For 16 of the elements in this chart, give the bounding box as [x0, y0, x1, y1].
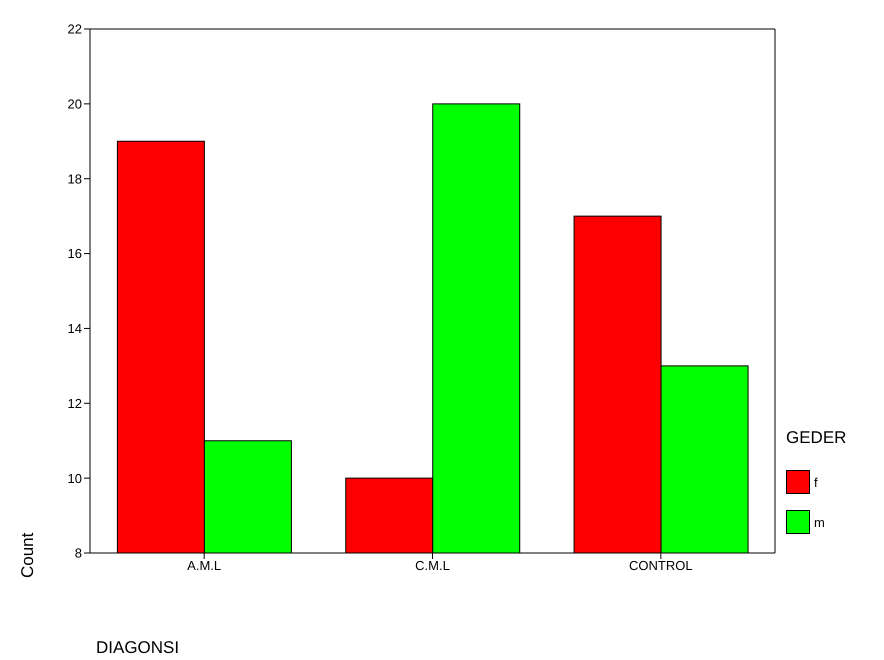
x-axis-title: DIAGONSI — [96, 638, 180, 658]
y-tick-label: 20 — [68, 96, 82, 112]
legend-label: f — [814, 474, 818, 490]
y-tick-label: 12 — [68, 396, 82, 411]
y-tick-label: 14 — [68, 321, 82, 336]
y-tick-label: 18 — [68, 171, 82, 186]
y-tick-label: 10 — [68, 470, 82, 486]
legend-label: m — [814, 514, 825, 530]
x-tick-label: C.M.L — [415, 558, 450, 574]
legend-title: GEDER — [786, 428, 848, 448]
y-tick-label: 8 — [74, 546, 82, 561]
x-tick-label: CONTROL — [629, 558, 693, 574]
y-tick-label: 16 — [68, 246, 82, 262]
y-axis-title: Count — [18, 532, 38, 578]
x-tick-label: A.M.L — [187, 558, 222, 574]
y-tick-label: 22 — [68, 22, 82, 37]
